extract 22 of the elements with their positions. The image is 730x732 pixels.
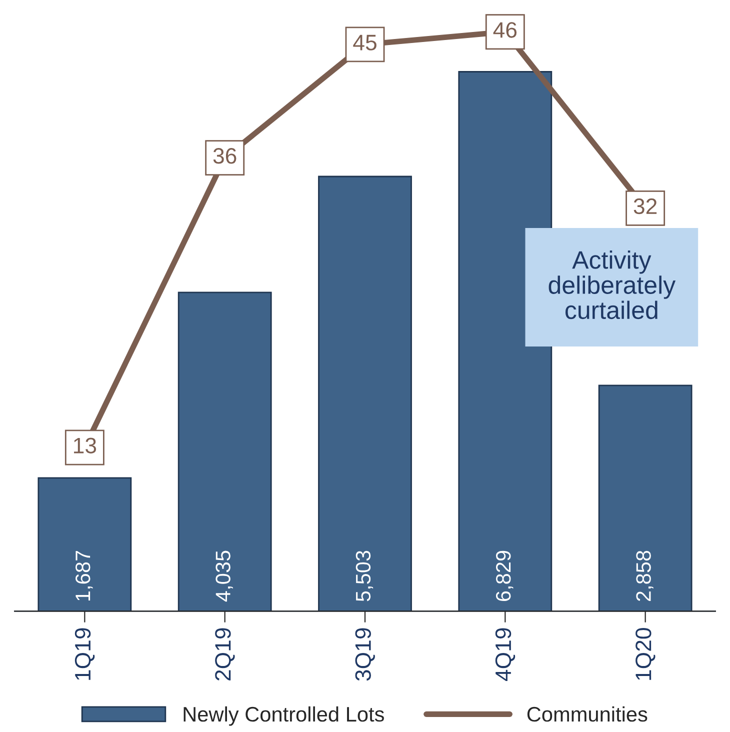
data-label: 46 (493, 22, 517, 38)
bar (598, 384, 692, 612)
legend-label: Communities (527, 706, 648, 722)
x-tick-label: 3Q19 (355, 628, 375, 681)
data-label: 6,829 (496, 550, 514, 601)
data-label: 45 (353, 34, 376, 50)
data-label: 2,858 (636, 550, 654, 602)
data-label: 36 (213, 148, 236, 164)
x-tick-label: 4Q19 (495, 628, 516, 682)
data-label: 4,035 (216, 550, 233, 602)
data-label: 1,687 (76, 550, 93, 600)
bar (38, 477, 132, 612)
legend-label: Newly Controlled Lots (184, 706, 384, 726)
bar (178, 292, 272, 612)
data-label: 5,503 (356, 550, 374, 602)
bar (318, 176, 412, 612)
x-tick-label: 1Q20 (636, 628, 656, 680)
x-tick-label: 2Q19 (215, 628, 235, 680)
data-label: 32 (634, 198, 657, 214)
data-label: 13 (74, 438, 96, 454)
annotation: Activity deliberately curtailed (548, 250, 676, 320)
x-tick-label: 1Q19 (74, 628, 95, 680)
